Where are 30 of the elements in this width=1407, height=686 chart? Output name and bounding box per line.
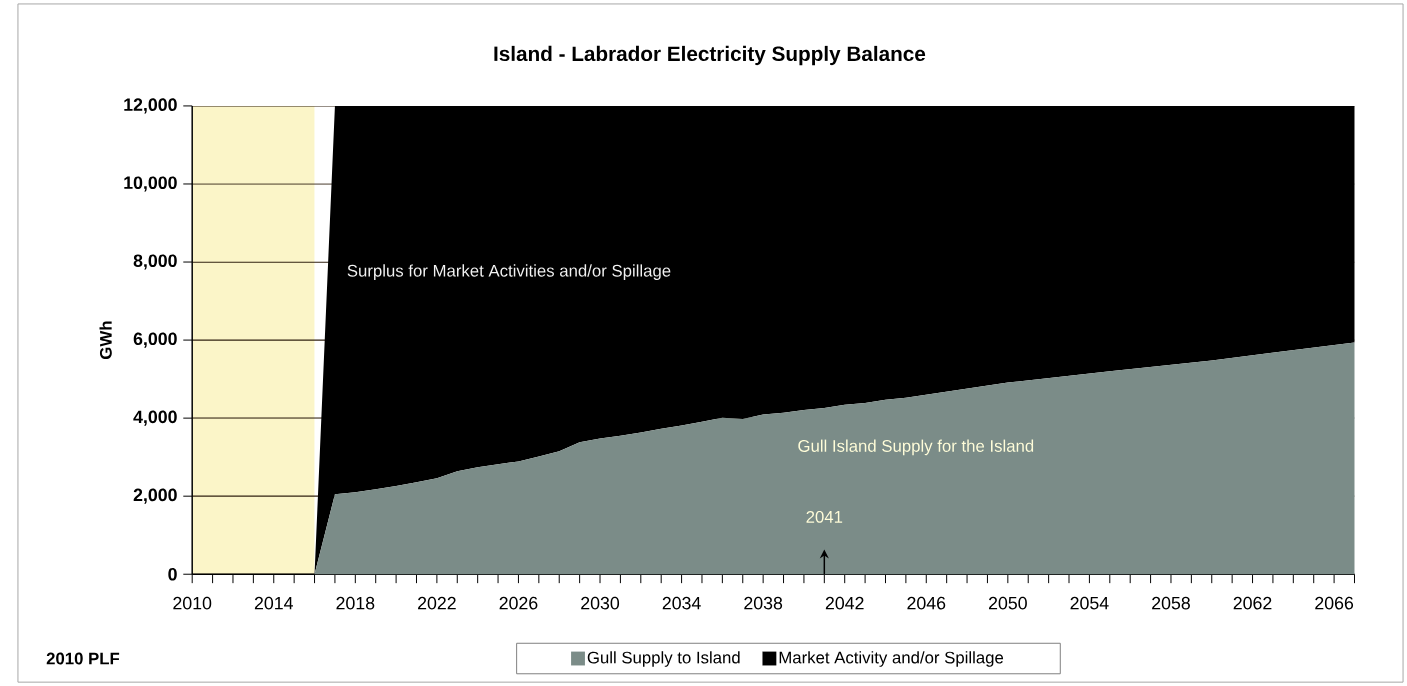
x-tick-label: 2034 [662, 596, 701, 610]
y-tick-label: 8,000 [133, 254, 177, 270]
x-tick-label: 2054 [1070, 596, 1109, 610]
y-axis-title: GWh [99, 321, 112, 359]
y-tick-label: 6,000 [133, 332, 177, 348]
y-tick-label: 2,000 [133, 488, 177, 504]
legend-label: Gull Supply to Island [587, 651, 740, 667]
y-tick-label: 10,000 [124, 176, 177, 192]
y-tick-label: 0 [168, 567, 177, 581]
x-tick-label: 2022 [418, 596, 456, 610]
chart-title: Island - Labrador Electricity Supply Balance [494, 45, 926, 66]
x-tick-label: 2014 [254, 596, 293, 610]
y-tick-label: 4,000 [133, 410, 177, 426]
legend-label: Market Activity and/or Spillage [779, 651, 1004, 667]
x-tick-label: 2066 [1315, 596, 1354, 610]
annotation: Gull Island Supply for the Island [798, 439, 1034, 456]
text: 2010 PLF [46, 652, 120, 665]
x-tick-label: 2030 [581, 596, 620, 610]
x-tick-label: 2046 [907, 596, 946, 610]
y-tick-label: 12,000 [124, 98, 177, 114]
x-tick-label: 2062 [1233, 596, 1272, 610]
x-tick-label: 2038 [744, 596, 783, 610]
x-tick-label: 2018 [336, 596, 375, 610]
x-tick-label: 2010 [173, 596, 212, 610]
annotation: 2041 [806, 510, 843, 523]
x-tick-label: 2058 [1152, 596, 1190, 610]
x-tick-label: 2026 [499, 596, 538, 610]
x-tick-label: 2042 [825, 596, 864, 610]
annotation: Surplus for Market Activities and/or Spillage [347, 264, 671, 280]
x-tick-label: 2050 [988, 596, 1027, 610]
